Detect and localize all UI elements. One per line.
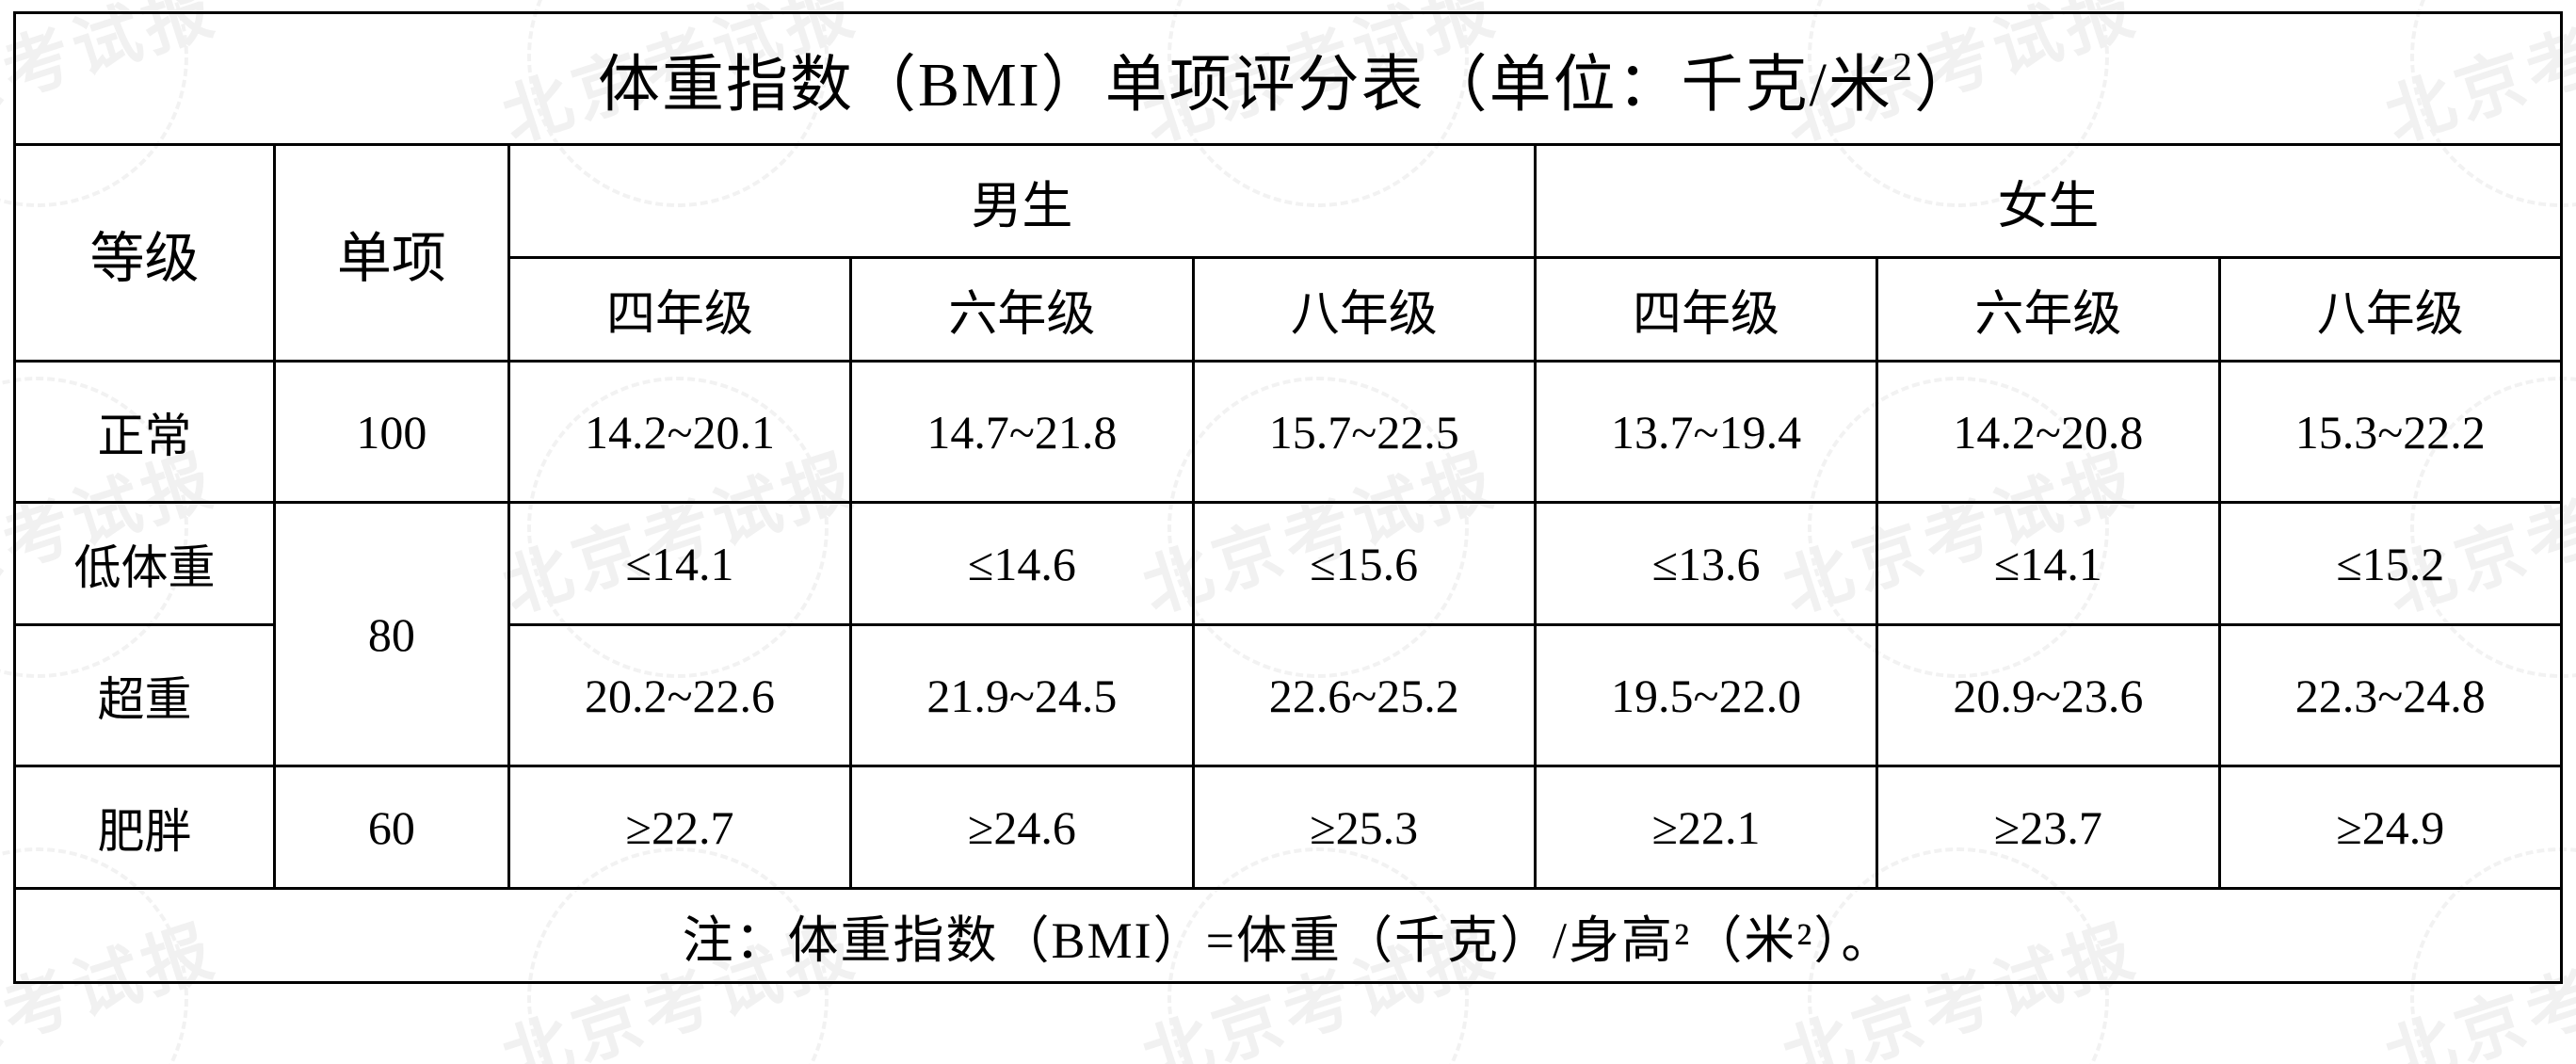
header-row-1: 等级 单项 男生 女生 [15,145,2562,258]
cell-over-m4: 20.2~22.6 [508,625,850,766]
header-female-g4: 四年级 [1535,258,1876,362]
cell-obese-m6: ≥24.6 [851,766,1193,889]
row-obese: 肥胖 60 ≥22.7 ≥24.6 ≥25.3 ≥22.1 ≥23.7 ≥24.… [15,766,2562,889]
cell-obese-label: 肥胖 [15,766,275,889]
header-female-g6: 六年级 [1877,258,2219,362]
cell-normal-m4: 14.2~20.1 [508,362,850,503]
cell-obese-f6: ≥23.7 [1877,766,2219,889]
cell-normal-m8: 15.7~22.5 [1193,362,1535,503]
header-score: 单项 [274,145,508,362]
cell-over-label: 超重 [15,625,275,766]
cell-normal-f6: 14.2~20.8 [1877,362,2219,503]
header-male-g4: 四年级 [508,258,850,362]
title-row: 体重指数（BMI）单项评分表（单位：千克/米2） [15,13,2562,145]
header-male: 男生 [508,145,1535,258]
cell-under-m6: ≤14.6 [851,503,1193,625]
cell-under-m4: ≤14.1 [508,503,850,625]
cell-normal-f8: 15.3~22.2 [2219,362,2561,503]
cell-normal-m6: 14.7~21.8 [851,362,1193,503]
header-male-g8: 八年级 [1193,258,1535,362]
cell-score-80: 80 [274,503,508,766]
cell-obese-f4: ≥22.1 [1535,766,1876,889]
cell-normal-label: 正常 [15,362,275,503]
header-female-g8: 八年级 [2219,258,2561,362]
cell-obese-m8: ≥25.3 [1193,766,1535,889]
cell-obese-f8: ≥24.9 [2219,766,2561,889]
cell-normal-f4: 13.7~19.4 [1535,362,1876,503]
header-female: 女生 [1535,145,2561,258]
title-sup: 2 [1892,46,1914,89]
footer-row: 注：体重指数（BMI）=体重（千克）/身高²（米²）。 [15,889,2562,983]
cell-normal-score: 100 [274,362,508,503]
title-prefix: 体重指数（BMI）单项评分表（单位：千克/米 [598,51,1892,120]
title-suffix: ） [1914,51,1978,120]
cell-under-m8: ≤15.6 [1193,503,1535,625]
footer-note: 注：体重指数（BMI）=体重（千克）/身高²（米²）。 [15,889,2562,983]
cell-obese-score: 60 [274,766,508,889]
header-male-g6: 六年级 [851,258,1193,362]
row-normal: 正常 100 14.2~20.1 14.7~21.8 15.7~22.5 13.… [15,362,2562,503]
table-wrapper: 体重指数（BMI）单项评分表（单位：千克/米2） 等级 单项 男生 女生 四年级… [0,0,2576,995]
cell-over-f6: 20.9~23.6 [1877,625,2219,766]
cell-over-f8: 22.3~24.8 [2219,625,2561,766]
cell-over-m6: 21.9~24.5 [851,625,1193,766]
cell-under-label: 低体重 [15,503,275,625]
cell-under-f8: ≤15.2 [2219,503,2561,625]
cell-over-m8: 22.6~25.2 [1193,625,1535,766]
row-underweight: 低体重 80 ≤14.1 ≤14.6 ≤15.6 ≤13.6 ≤14.1 ≤15… [15,503,2562,625]
header-level: 等级 [15,145,275,362]
cell-obese-m4: ≥22.7 [508,766,850,889]
cell-over-f4: 19.5~22.0 [1535,625,1876,766]
table-title: 体重指数（BMI）单项评分表（单位：千克/米2） [15,13,2562,145]
cell-under-f4: ≤13.6 [1535,503,1876,625]
bmi-score-table: 体重指数（BMI）单项评分表（单位：千克/米2） 等级 单项 男生 女生 四年级… [13,11,2563,984]
cell-under-f6: ≤14.1 [1877,503,2219,625]
